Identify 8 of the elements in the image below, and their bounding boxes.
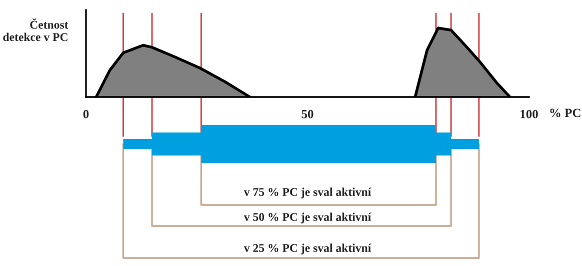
x-tick-label: 100	[520, 110, 538, 118]
text: v 75 % PC je sval aktivní	[244, 188, 372, 198]
x-tick-label: 50	[302, 110, 314, 118]
x-tick-label: 0	[83, 110, 89, 118]
y-axis-title: Četnost detekce v PC	[3, 18, 68, 42]
text: v 25 % PC je sval aktivní	[244, 244, 372, 254]
text: v 50 % PC je sval aktivní	[244, 212, 372, 224]
x-axis-title: % PC	[550, 108, 580, 118]
